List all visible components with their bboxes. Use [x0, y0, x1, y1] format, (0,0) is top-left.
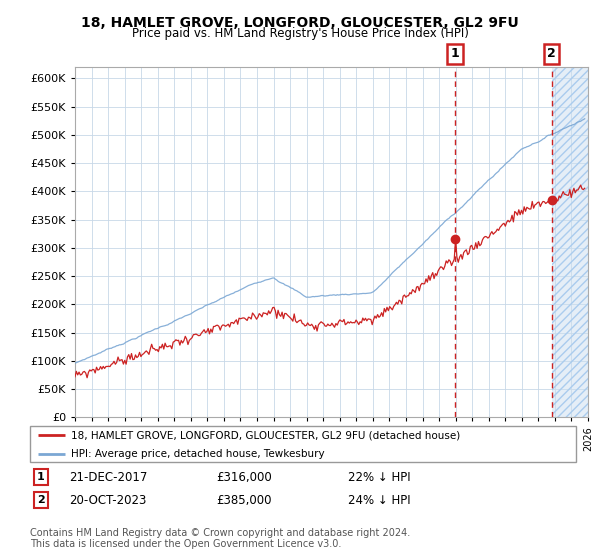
Text: 2: 2	[37, 495, 44, 505]
Text: 2: 2	[547, 47, 556, 60]
Text: Price paid vs. HM Land Registry's House Price Index (HPI): Price paid vs. HM Land Registry's House …	[131, 27, 469, 40]
Bar	[551, 67, 588, 417]
FancyBboxPatch shape	[30, 426, 576, 462]
Text: £385,000: £385,000	[216, 493, 271, 507]
Text: 1: 1	[451, 47, 460, 60]
Text: 1: 1	[37, 472, 44, 482]
Text: 18, HAMLET GROVE, LONGFORD, GLOUCESTER, GL2 9FU: 18, HAMLET GROVE, LONGFORD, GLOUCESTER, …	[81, 16, 519, 30]
Text: 18, HAMLET GROVE, LONGFORD, GLOUCESTER, GL2 9FU (detached house): 18, HAMLET GROVE, LONGFORD, GLOUCESTER, …	[71, 431, 460, 440]
Bar	[551, 67, 588, 417]
Text: 21-DEC-2017: 21-DEC-2017	[69, 470, 148, 484]
Text: 24% ↓ HPI: 24% ↓ HPI	[348, 493, 410, 507]
Text: £316,000: £316,000	[216, 470, 272, 484]
Text: 22% ↓ HPI: 22% ↓ HPI	[348, 470, 410, 484]
Text: 20-OCT-2023: 20-OCT-2023	[69, 493, 146, 507]
Text: HPI: Average price, detached house, Tewkesbury: HPI: Average price, detached house, Tewk…	[71, 449, 325, 459]
Text: Contains HM Land Registry data © Crown copyright and database right 2024.
This d: Contains HM Land Registry data © Crown c…	[30, 528, 410, 549]
